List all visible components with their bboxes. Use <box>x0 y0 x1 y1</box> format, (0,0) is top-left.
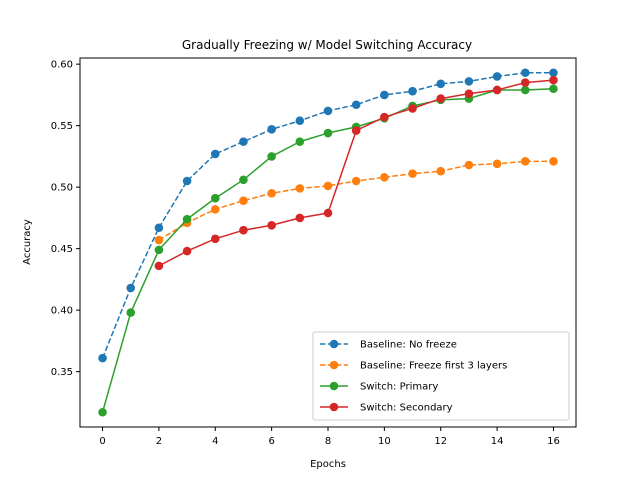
data-point <box>295 213 305 223</box>
legend-label: Baseline: Freeze first 3 layers <box>360 361 507 372</box>
data-point <box>154 235 164 245</box>
data-point <box>380 90 389 100</box>
data-point <box>492 72 502 81</box>
data-point <box>464 89 474 98</box>
data-point <box>520 78 530 87</box>
x-tick-label: 10 <box>378 436 391 447</box>
x-tick-label: 16 <box>547 436 560 447</box>
legend: Baseline: No freeze Baseline: Freeze firs… <box>312 331 570 421</box>
series-0 <box>98 68 558 363</box>
data-point <box>210 234 220 244</box>
data-point <box>436 79 446 89</box>
legend-entry: Switch: Primary <box>320 382 438 393</box>
legend-box <box>312 331 570 421</box>
data-point <box>182 176 192 186</box>
x-tick-label: 0 <box>99 436 105 447</box>
y-tick-label: 0.60 <box>51 60 73 71</box>
data-point <box>154 223 164 233</box>
data-point <box>380 112 389 122</box>
data-point <box>351 176 361 186</box>
data-point <box>408 86 417 96</box>
data-point <box>126 308 136 317</box>
data-point <box>323 208 333 218</box>
x-tick-label: 2 <box>156 436 162 447</box>
legend-label: Baseline: No freeze <box>360 340 457 351</box>
y-axis-label: Accuracy <box>22 219 33 265</box>
data-point <box>267 125 276 134</box>
chart-title: Gradually Freezing w/ Model Switching Ac… <box>182 38 472 52</box>
data-point <box>464 77 474 86</box>
x-tick-label: 8 <box>325 436 331 447</box>
data-point <box>154 261 164 271</box>
data-point <box>549 75 558 85</box>
x-axis-label: Epochs <box>310 459 346 470</box>
data-point <box>351 100 361 110</box>
data-point <box>98 353 107 363</box>
data-point <box>436 94 446 103</box>
data-point <box>323 106 333 116</box>
data-point <box>267 152 276 161</box>
data-point <box>239 225 248 235</box>
legend-entry: Switch: Secondary <box>320 403 453 414</box>
x-axis-ticks: 0 2 4 6 8 10 12 14 16 <box>99 427 560 447</box>
data-point <box>549 157 558 166</box>
data-point <box>351 126 361 135</box>
y-tick-label: 0.50 <box>51 183 73 194</box>
data-point <box>154 245 164 255</box>
y-tick-label: 0.35 <box>51 367 73 378</box>
data-point <box>98 407 107 417</box>
series-1 <box>154 157 558 245</box>
data-point <box>210 193 220 203</box>
data-point <box>520 157 530 166</box>
data-point <box>492 85 502 95</box>
data-point <box>295 137 305 146</box>
data-point <box>239 137 248 146</box>
series-3 <box>154 75 558 271</box>
x-tick-label: 4 <box>212 436 218 447</box>
data-point <box>239 175 248 185</box>
data-point <box>182 214 192 224</box>
legend-entry: Baseline: Freeze first 3 layers <box>320 361 507 372</box>
data-point <box>267 189 276 198</box>
plot-area <box>98 68 558 417</box>
x-tick-label: 14 <box>491 436 504 447</box>
data-point <box>210 204 220 214</box>
y-tick-label: 0.55 <box>51 121 73 132</box>
legend-marker <box>329 339 339 349</box>
legend-marker <box>329 360 339 370</box>
data-point <box>295 184 305 193</box>
data-point <box>295 116 305 126</box>
legend-marker <box>329 381 339 391</box>
data-point <box>323 128 333 138</box>
data-point <box>549 84 558 94</box>
data-point <box>492 159 502 169</box>
y-axis-ticks: 0.35 0.40 0.45 0.50 0.55 0.60 <box>51 60 80 378</box>
data-point <box>380 173 389 182</box>
legend-marker <box>329 402 339 412</box>
data-point <box>182 246 192 256</box>
data-point <box>436 166 446 176</box>
legend-label: Switch: Secondary <box>360 403 453 414</box>
data-point <box>239 196 248 205</box>
data-point <box>408 104 417 113</box>
data-point <box>520 68 530 78</box>
data-point <box>267 220 276 230</box>
x-tick-label: 12 <box>434 436 447 447</box>
data-point <box>520 85 530 95</box>
y-tick-label: 0.45 <box>51 244 73 255</box>
legend-entry: Baseline: No freeze <box>320 340 457 351</box>
x-tick-label: 6 <box>268 436 274 447</box>
data-point <box>549 68 558 78</box>
data-point <box>323 181 333 191</box>
legend-label: Switch: Primary <box>360 382 438 393</box>
data-point <box>464 160 474 170</box>
data-point <box>126 283 136 293</box>
data-point <box>408 169 417 178</box>
y-tick-label: 0.40 <box>51 306 73 317</box>
data-point <box>210 149 220 159</box>
